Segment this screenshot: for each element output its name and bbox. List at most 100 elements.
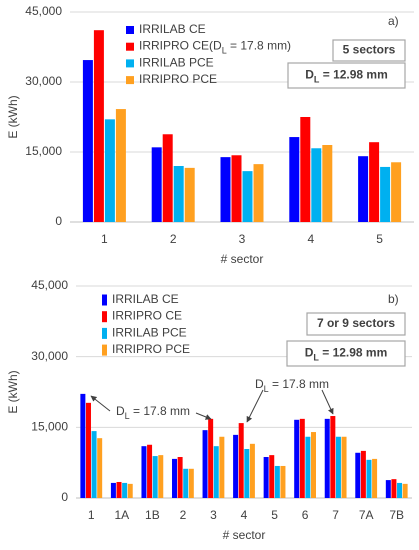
bar bbox=[219, 436, 225, 498]
bar bbox=[280, 465, 286, 498]
legend-label: IRRIPRO PCE bbox=[112, 342, 190, 356]
legend-label: IRRILAB CE bbox=[139, 22, 206, 36]
bar bbox=[152, 456, 158, 498]
bar bbox=[110, 482, 116, 498]
bar bbox=[97, 438, 103, 498]
x-tick-label: 1 bbox=[101, 232, 108, 246]
x-tick-label: 7B bbox=[389, 508, 404, 522]
callout-text: DL = 17.8 mm bbox=[255, 377, 329, 394]
annotation-text: DL = 12.98 mm bbox=[305, 346, 388, 363]
bar bbox=[311, 148, 322, 222]
x-tick-label: 2 bbox=[170, 232, 177, 246]
x-tick-label: 2 bbox=[180, 508, 187, 522]
bar bbox=[127, 483, 133, 498]
legend-name: IRRILAB CE bbox=[112, 292, 179, 306]
bar bbox=[322, 145, 333, 222]
annotation-text: 5 sectors bbox=[343, 43, 396, 57]
callout-text: DL = 17.8 mm bbox=[116, 404, 190, 421]
bar bbox=[82, 60, 93, 222]
legend-note-part: = 17.8 mm) bbox=[227, 39, 291, 53]
bar bbox=[213, 446, 219, 498]
bar bbox=[305, 436, 311, 498]
bar bbox=[274, 465, 280, 498]
panel-label: b) bbox=[388, 292, 399, 306]
bar bbox=[341, 436, 347, 498]
annotation-text-part: 5 sectors bbox=[343, 43, 396, 57]
legend-name: IRRIPRO CE bbox=[139, 39, 209, 53]
x-tick-label: 7 bbox=[332, 508, 339, 522]
x-tick-label: 3 bbox=[239, 232, 246, 246]
callout-text-part: L bbox=[264, 384, 269, 394]
bar bbox=[366, 459, 372, 498]
legend-swatch bbox=[102, 311, 107, 323]
bar bbox=[397, 482, 403, 498]
bar bbox=[238, 423, 244, 498]
bar bbox=[184, 167, 195, 222]
y-tick-label: 45,000 bbox=[31, 278, 68, 292]
legend-label: IRRIPRO CE(DL = 17.8 mm) bbox=[139, 39, 291, 56]
legend-label: IRRILAB PCE bbox=[112, 326, 187, 340]
bar bbox=[380, 166, 391, 222]
x-tick-label: 3 bbox=[210, 508, 217, 522]
bar bbox=[173, 166, 184, 222]
callout-text-part: = 17.8 mm bbox=[269, 377, 329, 391]
legend-swatch bbox=[126, 76, 134, 85]
legend-name: IRRILAB PCE bbox=[139, 56, 214, 70]
bar bbox=[231, 155, 242, 222]
bar bbox=[402, 483, 408, 498]
annotation-text-part: = 12.98 mm bbox=[319, 68, 387, 82]
bar bbox=[391, 162, 402, 222]
bar bbox=[183, 468, 189, 498]
x-tick-label: 1A bbox=[114, 508, 129, 522]
callout-arrow bbox=[246, 389, 264, 423]
bar bbox=[372, 458, 378, 498]
bar bbox=[141, 446, 147, 498]
y-tick-label: 30,000 bbox=[31, 349, 68, 363]
annotation-text-part: D bbox=[305, 346, 314, 360]
annotation-text: DL = 12.98 mm bbox=[305, 68, 388, 85]
callout-text-part: D bbox=[116, 404, 125, 418]
x-axis-label: # sector bbox=[221, 252, 264, 266]
x-tick-label: 1 bbox=[88, 508, 95, 522]
bar bbox=[122, 482, 128, 498]
y-tick-label: 15,000 bbox=[31, 420, 68, 434]
annotation-text-part: 7 or 9 sectors bbox=[317, 316, 395, 330]
bar bbox=[177, 457, 183, 498]
bar bbox=[104, 119, 115, 222]
bar bbox=[91, 431, 97, 498]
x-axis-label: # sector bbox=[223, 528, 266, 542]
panel-label: a) bbox=[388, 14, 399, 28]
callout-text-part: = 17.8 mm bbox=[130, 404, 190, 418]
bar bbox=[233, 434, 239, 498]
annotation-text-part: L bbox=[313, 353, 319, 363]
bar bbox=[355, 452, 361, 498]
annotation-box bbox=[306, 312, 406, 336]
y-axis-label: E (kWh) bbox=[6, 95, 20, 138]
bar bbox=[289, 137, 300, 222]
annotation-text: 7 or 9 sectors bbox=[317, 316, 395, 330]
bar bbox=[253, 164, 264, 222]
bar bbox=[172, 458, 178, 498]
bar bbox=[158, 455, 164, 498]
annotation-text-part: L bbox=[314, 75, 320, 85]
annotation-box bbox=[286, 340, 406, 367]
y-tick-label: 15,000 bbox=[25, 144, 62, 158]
legend-swatch bbox=[126, 42, 134, 51]
bar bbox=[294, 419, 300, 498]
legend-swatch bbox=[126, 59, 134, 68]
bar bbox=[310, 432, 316, 498]
callout-arrow bbox=[321, 389, 334, 415]
bar bbox=[80, 393, 86, 498]
bar bbox=[358, 156, 369, 222]
y-tick-label: 30,000 bbox=[25, 74, 62, 88]
bar bbox=[385, 480, 391, 498]
bar bbox=[360, 450, 366, 498]
bar bbox=[391, 479, 397, 498]
callout-text-part: L bbox=[125, 411, 130, 421]
callout-arrow bbox=[195, 412, 212, 420]
bar bbox=[147, 444, 153, 498]
x-tick-label: 5 bbox=[376, 232, 383, 246]
bar bbox=[151, 147, 162, 222]
bar bbox=[244, 449, 250, 498]
